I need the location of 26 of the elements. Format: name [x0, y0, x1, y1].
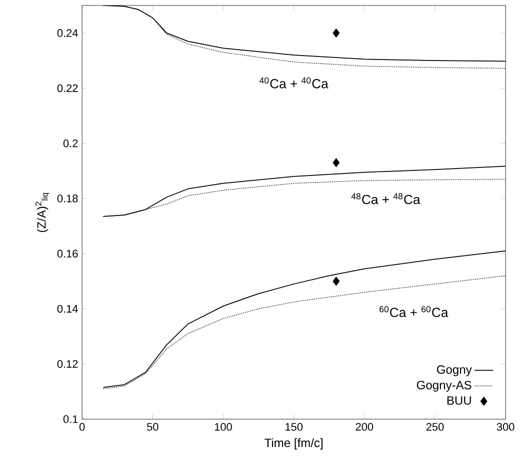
y-tick-label: 0.16	[57, 250, 78, 258]
annotation: $^{40}$Ca + $^{40}$Ca	[259, 77, 328, 88]
legend-label: BUU	[447, 396, 471, 405]
point	[332, 276, 340, 286]
legend-label: Gogny-AS	[416, 380, 472, 392]
x-tick-label: 100	[214, 423, 232, 431]
x-tick-label: 150	[286, 423, 303, 431]
x-tick-label: 200	[356, 423, 374, 431]
legend-label: Gogny	[437, 365, 472, 376]
y-tick-label: 0.2	[63, 140, 78, 148]
x-tick-label: 250	[426, 423, 444, 431]
x-axis-title: Time [fm/c]	[264, 438, 323, 450]
x-tick-label: 50	[147, 423, 158, 431]
y-tick-label: 0.22	[57, 84, 78, 92]
y-tick-label: 0.24	[57, 29, 78, 37]
point	[332, 158, 340, 168]
y-axis-title: (Z/A)$^{2}$liq	[35, 192, 50, 232]
y-tick-label: 0.1	[63, 415, 78, 424]
annotation: $^{48}$Ca + $^{48}$Ca	[351, 193, 420, 204]
x-tick-label: 0	[79, 423, 85, 431]
annotation: $^{60}$Ca + $^{60}$Ca	[380, 306, 448, 318]
y-tick-label: 0.14	[57, 305, 78, 313]
y-tick-label: 0.18	[57, 194, 78, 202]
point	[332, 28, 340, 38]
y-tick-label: 0.12	[57, 360, 78, 368]
x-tick-label: 300	[496, 423, 514, 431]
